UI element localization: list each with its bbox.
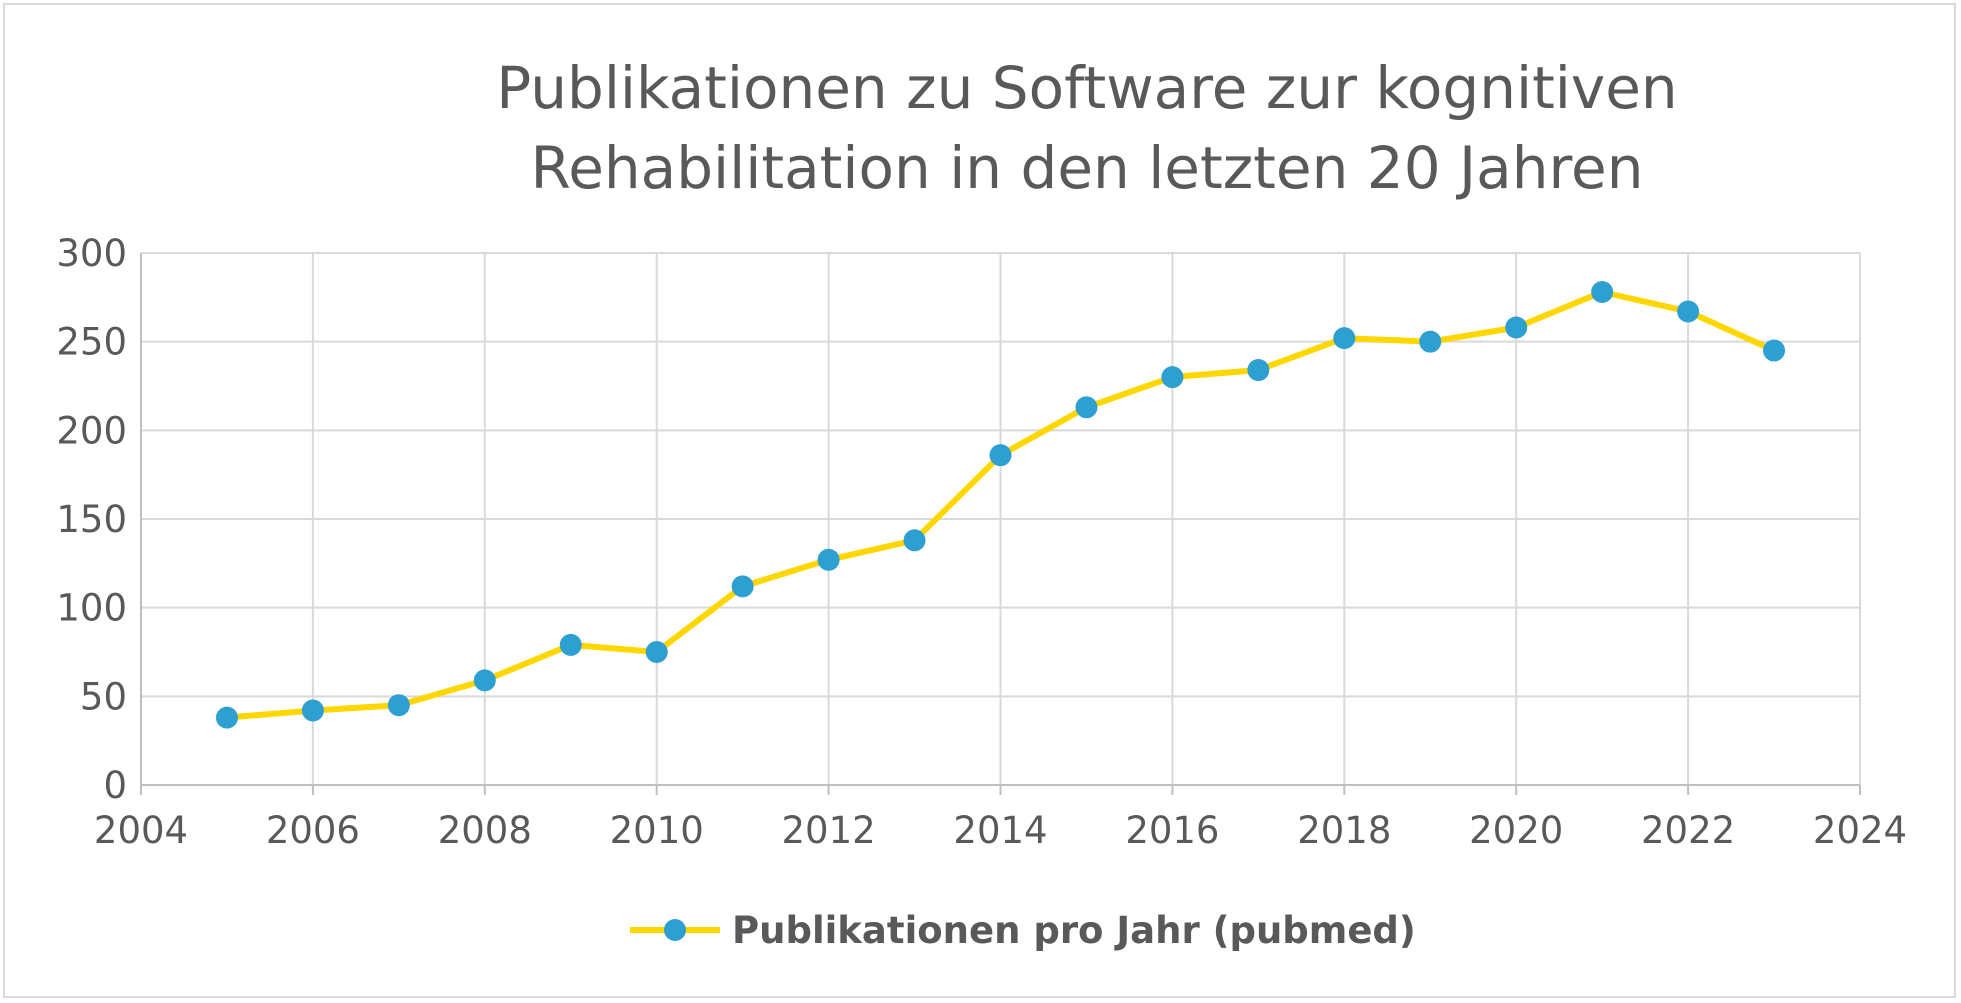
data-point	[1677, 300, 1700, 323]
series	[215, 281, 1786, 729]
chart-title-line-2: Rehabilitation in den letzten 20 Jahren	[531, 134, 1644, 202]
data-point	[215, 706, 238, 729]
legend-marker-swatch	[664, 919, 686, 941]
data-point	[1161, 366, 1184, 389]
data-point	[301, 699, 324, 722]
chart-frame	[3, 3, 1956, 998]
data-point	[1333, 327, 1356, 350]
data-point	[1247, 359, 1270, 382]
data-point	[731, 575, 754, 598]
x-tick-label: 2018	[1297, 809, 1391, 852]
data-point	[1591, 281, 1614, 304]
data-point	[1419, 330, 1442, 353]
axes: 0 50 100 150 200 250 300 2004 2006 2008 2010 2012 20…	[56, 232, 1907, 852]
y-tick-label: 200	[56, 409, 127, 452]
x-tick-label: 2014	[953, 809, 1047, 852]
y-tick-label: 50	[80, 675, 127, 718]
y-tick-label: 0	[103, 764, 127, 807]
legend-label: Publikationen pro Jahr (pubmed)	[732, 909, 1416, 952]
x-tick-label: 2022	[1641, 809, 1735, 852]
x-tick-label: 2024	[1813, 809, 1907, 852]
data-point	[387, 694, 410, 717]
x-tick-label: 2006	[266, 809, 360, 852]
data-point	[903, 529, 926, 552]
x-tick-label: 2010	[610, 809, 704, 852]
x-tick-label: 2004	[94, 809, 188, 852]
x-tick-label: 2016	[1125, 809, 1219, 852]
data-point	[1505, 316, 1528, 339]
data-point	[1763, 339, 1786, 362]
data-point	[473, 669, 496, 692]
y-tick-label: 300	[56, 232, 127, 275]
data-point	[817, 548, 840, 571]
y-tick-label: 250	[56, 321, 127, 364]
chart-title: Publikationen zu Software zur kognitiven…	[496, 54, 1677, 202]
x-tick-label: 2008	[438, 809, 532, 852]
x-tick-label: 2012	[782, 809, 876, 852]
data-point	[559, 633, 582, 656]
data-point	[989, 444, 1012, 467]
y-tick-label: 150	[56, 498, 127, 541]
legend: Publikationen pro Jahr (pubmed)	[630, 909, 1416, 952]
chart-title-line-1: Publikationen zu Software zur kognitiven	[496, 54, 1677, 122]
x-tick-label: 2020	[1469, 809, 1563, 852]
data-point	[645, 641, 668, 663]
y-tick-label: 100	[56, 587, 127, 630]
data-point	[1075, 396, 1098, 419]
